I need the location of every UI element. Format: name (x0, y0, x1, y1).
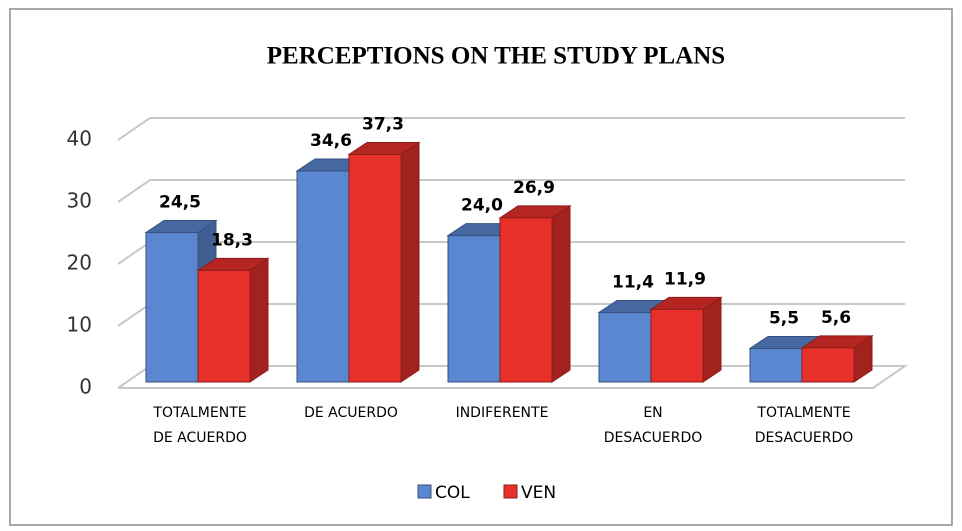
value-label: 5,5 (769, 308, 799, 328)
value-label: 11,9 (664, 269, 706, 289)
bar-face (499, 217, 553, 383)
bar-face (249, 257, 269, 383)
value-label: 26,9 (513, 178, 555, 198)
legend-swatch (417, 484, 432, 499)
bar (498, 204, 572, 383)
legend-label: COL (435, 483, 470, 503)
bar-face (447, 235, 501, 383)
bar-face (598, 311, 652, 383)
y-tick-label: 10 (67, 313, 92, 337)
y-tick-label: 40 (67, 127, 92, 151)
bar-face (801, 347, 855, 383)
bar-face (400, 141, 420, 383)
bar-face (348, 153, 402, 383)
grid-line (117, 117, 905, 141)
bar-face (702, 296, 722, 383)
legend-label: VEN (521, 483, 556, 503)
y-tick-label: 20 (67, 251, 92, 275)
chart-title: PERCEPTIONS ON THE STUDY PLANS (267, 43, 725, 70)
value-label: 11,4 (612, 272, 654, 292)
bar-face (145, 232, 199, 383)
y-tick-label: 0 (79, 375, 92, 399)
bar (800, 334, 874, 383)
bar (347, 141, 421, 383)
x-tick-label: DE ACUERDO (304, 405, 398, 421)
bar (649, 296, 723, 383)
value-label: 24,5 (159, 193, 201, 213)
bar-face (296, 170, 350, 383)
value-label: 5,6 (821, 308, 851, 328)
bar-face (749, 347, 803, 383)
y-tick-label: 30 (67, 189, 92, 213)
value-label: 37,3 (362, 114, 404, 134)
bar (196, 257, 270, 383)
value-label: 24,0 (461, 196, 503, 216)
value-label: 18,3 (211, 230, 253, 250)
bar-face (650, 308, 704, 383)
bar-face (197, 269, 251, 383)
bar-face (551, 204, 571, 383)
x-tick-label: DESACUERDO (604, 430, 703, 446)
x-tick-label: INDIFERENTE (456, 405, 549, 421)
grid-line (117, 179, 905, 203)
x-tick-label: EN (643, 405, 662, 421)
x-tick-label: DESACUERDO (755, 430, 854, 446)
value-label: 34,6 (310, 131, 352, 151)
legend-swatch (503, 484, 518, 499)
grid-line (117, 365, 909, 389)
x-tick-label: DE ACUERDO (153, 430, 247, 446)
x-tick-label: TOTALMENTE (152, 405, 246, 421)
x-tick-label: TOTALMENTE (756, 405, 850, 421)
